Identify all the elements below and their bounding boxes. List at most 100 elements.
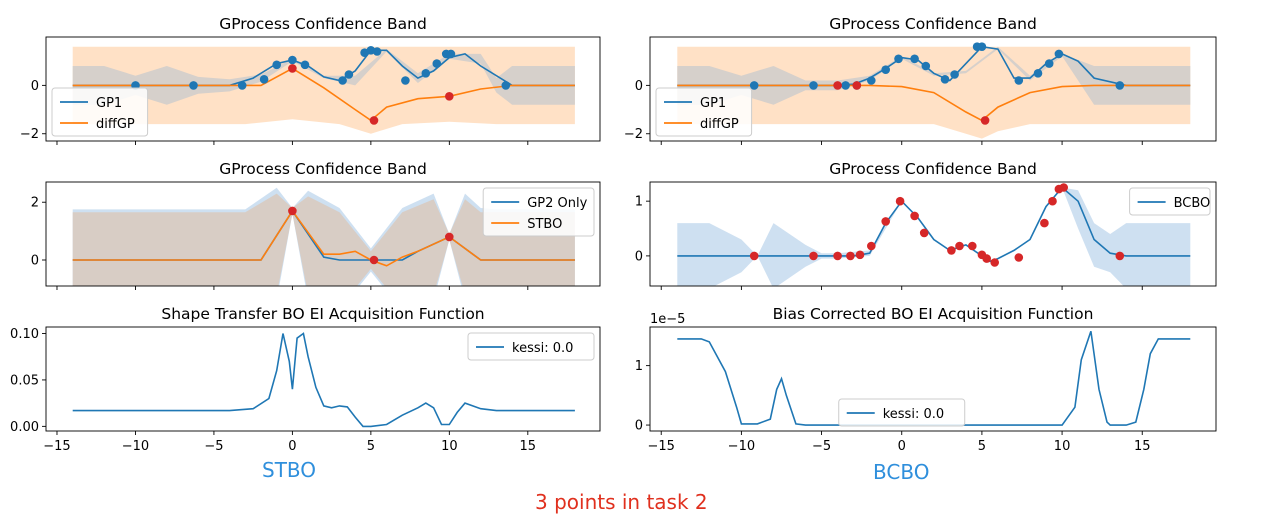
data-point [1059,183,1068,192]
legend: GP1 diffGP [655,87,753,137]
data-point [288,55,297,65]
data-point [446,49,456,59]
data-point [947,246,956,255]
plot-area-p1 [72,46,575,134]
data-point [910,211,919,221]
data-point [894,54,903,64]
data-point [237,81,247,90]
legend-label: diffGP [700,117,739,132]
legend-label: diffGP [96,117,135,132]
data-point [272,60,282,70]
axes-frame [45,326,601,432]
data-point [1115,251,1125,261]
y-tick-label: −2 [624,127,643,142]
data-point [1033,69,1043,78]
chart-title: GProcess Confidence Band [219,160,427,178]
data-point [855,250,865,260]
data-point [990,258,999,267]
data-point [1014,253,1024,262]
chart-title: GProcess Confidence Band [829,15,1037,33]
y-tick-label: 1 [635,195,643,210]
data-point [867,241,876,251]
y-tick-label: 0 [635,249,643,264]
data-point [881,65,890,74]
legend-box [51,87,149,137]
data-point [432,59,442,68]
legend-box [838,398,966,427]
data-point [421,69,431,78]
y-offset-label: 1e−5 [650,312,685,327]
x-tick-label: 10 [441,439,458,454]
chart-title: GProcess Confidence Band [829,160,1037,178]
panel-p6: Bias Corrected BO EI Acquisition Functio… [635,305,1217,454]
data-point [372,47,382,56]
data-point [288,64,297,73]
legend-label: BCBO [1174,196,1211,211]
chart-title: Bias Corrected BO EI Acquisition Functio… [773,305,1094,323]
chart-title: GProcess Confidence Band [219,15,427,33]
data-point [1054,49,1064,59]
panel-p5: Shape Transfer BO EI Acquisition Functio… [10,305,601,454]
x-tick-label: −5 [204,439,223,454]
x-tick-label: −10 [728,439,755,454]
panel-p1: GProcess Confidence Band −2 0 GP1 diffGP [20,15,601,145]
x-tick-label: −15 [648,439,675,454]
y-tick-label: 0 [635,79,643,94]
y-tick-label: 0.00 [10,420,39,435]
x-tick-label: −5 [812,439,831,454]
data-point [950,70,959,79]
confidence-band-2 [677,46,1191,105]
data-point [445,232,454,242]
data-point [841,81,850,90]
legend-box [655,87,753,137]
data-point [1044,59,1054,68]
axes-frame [45,36,601,142]
y-tick-label: −2 [20,127,39,142]
data-point [846,251,855,261]
x-tick-label: 0 [288,439,296,454]
y-tick-label: 0.10 [10,327,39,342]
axes-frame [649,326,1217,432]
data-point [344,70,354,79]
data-point [1014,76,1024,85]
data-point [895,196,905,206]
x-tick-label: 10 [1054,439,1071,454]
legend: BCBO [1129,187,1211,216]
axes-frame [649,181,1217,287]
data-point [919,228,929,238]
legend-label: kessi: 0.0 [512,341,573,356]
data-point [259,75,269,84]
data-point [833,81,842,90]
y-tick-label: 0 [635,419,643,434]
data-point [921,61,931,71]
legend: GP2 Only STBO [482,187,595,237]
y-tick-label: 0 [31,79,39,94]
data-point [982,254,991,263]
series-line-2 [72,67,575,122]
data-point [955,241,964,251]
axes-frame [649,36,1217,142]
data-point [749,251,759,261]
x-tick-label: −15 [43,439,70,454]
data-point [809,81,818,90]
data-point [338,76,347,85]
data-point [910,54,919,64]
data-point [852,81,862,90]
panel-p3: GProcess Confidence Band 0 2 GP2 Only STBO [31,160,601,290]
task-caption: 3 points in task 2 [535,490,708,514]
plot-area-p5 [72,332,575,428]
confidence-band-2 [72,193,575,286]
data-point [968,241,977,251]
legend: kessi: 0.0 [838,398,966,427]
data-point [189,81,198,90]
series-line-1 [72,332,575,428]
axes-frame [45,181,601,287]
data-point [401,76,410,85]
data-point [940,75,950,84]
x-tick-label: −10 [122,439,149,454]
data-point [867,76,876,85]
data-point [501,81,511,90]
chart-title: Shape Transfer BO EI Acquisition Functio… [161,305,484,323]
panel-p4: GProcess Confidence Band 0 1 BCBO [635,160,1217,290]
y-tick-label: 1 [635,359,643,374]
